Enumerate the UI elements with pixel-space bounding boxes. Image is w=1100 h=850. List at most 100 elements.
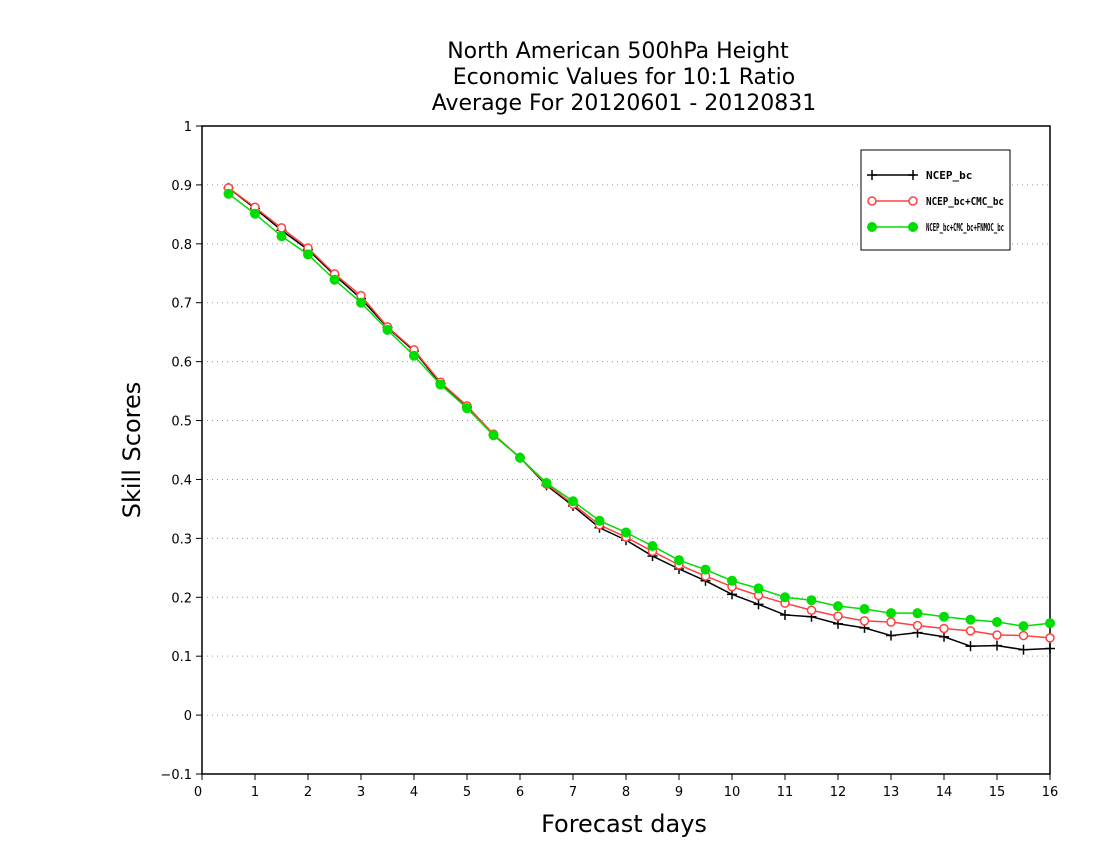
data-point xyxy=(753,583,764,594)
x-tick-label: 10 xyxy=(724,785,741,800)
y-axis-label: Skill Scores xyxy=(118,382,146,519)
series-line xyxy=(228,193,1051,627)
y-tick-label: 0.9 xyxy=(171,179,192,194)
legend-marker xyxy=(908,222,918,232)
data-point xyxy=(356,297,366,308)
axis-ticks: −0.100.10.20.30.40.50.60.70.80.910 1 2 3 4 5 6… xyxy=(160,120,1058,800)
data-point xyxy=(276,223,287,233)
data-point xyxy=(329,274,340,285)
series-line xyxy=(228,187,1051,639)
series-3 xyxy=(223,188,1055,632)
legend-label: NCEP_bc xyxy=(926,169,972,182)
data-point xyxy=(859,616,870,626)
data-point xyxy=(594,515,605,526)
legend-marker xyxy=(908,170,918,180)
data-point xyxy=(912,608,923,619)
data-point xyxy=(409,350,419,361)
x-tick-label: 13 xyxy=(883,785,900,800)
data-point xyxy=(568,496,578,507)
y-tick-label: 0.6 xyxy=(171,356,192,371)
data-point xyxy=(541,477,552,488)
data-point xyxy=(780,592,790,603)
data-point xyxy=(886,617,896,627)
data-point xyxy=(674,555,684,566)
y-tick-label: 0.7 xyxy=(171,297,192,312)
data-point xyxy=(1045,643,1055,654)
data-point xyxy=(462,403,472,414)
data-point xyxy=(886,630,896,641)
data-point xyxy=(806,595,817,606)
data-point xyxy=(833,611,843,621)
data-point xyxy=(700,564,711,575)
x-tick-label: 2 xyxy=(304,785,312,800)
data-point xyxy=(859,604,870,615)
data-point xyxy=(647,541,658,552)
y-tick-label: 0.5 xyxy=(171,415,192,430)
x-axis-label: Forecast days xyxy=(541,810,707,838)
y-tick-label: −0.1 xyxy=(160,768,192,783)
y-tick-label: 0.1 xyxy=(171,650,192,665)
data-point xyxy=(382,324,393,335)
data-point xyxy=(515,452,525,463)
data-point xyxy=(939,623,949,634)
legend: NCEP_bc NCEP_bc+CMC_bc NCEP_bc+CMC_bc+FNMO… xyxy=(860,149,1011,251)
x-tick-label: 5 xyxy=(463,785,471,800)
data-point xyxy=(435,379,446,390)
data-point xyxy=(886,608,896,619)
data-point xyxy=(912,620,923,631)
data-point xyxy=(488,430,499,441)
y-tick-label: 0.2 xyxy=(171,591,192,606)
series-1 xyxy=(223,182,1055,655)
x-tick-label: 4 xyxy=(410,785,418,800)
data-point xyxy=(727,575,737,586)
x-tick-label: 8 xyxy=(622,785,630,800)
chart-title: North American 500hPa Height Economic Va… xyxy=(432,39,817,116)
data-point xyxy=(965,641,976,652)
x-tick-label: 15 xyxy=(989,785,1006,800)
data-point xyxy=(303,249,313,260)
chart-title-line-3: Average For 20120601 - 20120831 xyxy=(432,91,817,116)
data-point xyxy=(780,609,790,620)
x-tick-label: 9 xyxy=(675,785,683,800)
data-point xyxy=(250,208,260,219)
legend-item: NCEP_bc+CMC_bc xyxy=(867,195,1004,208)
x-tick-label: 7 xyxy=(569,785,577,800)
y-tick-label: 0.4 xyxy=(171,473,192,488)
chart-title-line-1: North American 500hPa Height xyxy=(447,39,789,64)
x-tick-label: 11 xyxy=(777,785,794,800)
data-point xyxy=(992,617,1002,628)
x-tick-label: 14 xyxy=(936,785,953,800)
grid xyxy=(202,184,1050,716)
x-tick-label: 16 xyxy=(1042,785,1059,800)
data-point xyxy=(223,188,234,199)
data-point xyxy=(992,630,1002,640)
legend-marker xyxy=(908,196,918,206)
data-point xyxy=(939,611,949,622)
data-point xyxy=(621,527,631,538)
legend-label: NCEP_bc+CMC_bc+FNMOC_bc xyxy=(926,221,1004,234)
legend-box xyxy=(860,149,1011,251)
data-point xyxy=(276,231,287,242)
y-tick-label: 1 xyxy=(184,120,192,135)
data-point xyxy=(992,640,1002,651)
y-tick-label: 0 xyxy=(184,709,192,724)
data-point xyxy=(965,614,976,625)
data-point xyxy=(1045,618,1055,629)
x-tick-label: 12 xyxy=(830,785,847,800)
data-point xyxy=(1018,644,1029,655)
data-point xyxy=(939,631,949,642)
chart-title-line-2: Economic Values for 10:1 Ratio xyxy=(453,65,795,90)
y-tick-label: 0.3 xyxy=(171,532,192,547)
x-tick-label: 1 xyxy=(251,785,259,800)
data-point xyxy=(1045,633,1055,643)
data-point xyxy=(1018,630,1029,641)
x-tick-label: 0 xyxy=(194,785,202,800)
series-lines xyxy=(223,182,1055,655)
legend-marker xyxy=(867,222,877,232)
legend-item: NCEP_bc xyxy=(867,169,972,182)
legend-marker xyxy=(867,170,877,180)
data-point xyxy=(806,605,817,615)
data-point xyxy=(965,626,976,636)
legend-marker xyxy=(867,196,877,206)
x-tick-label: 3 xyxy=(357,785,365,800)
